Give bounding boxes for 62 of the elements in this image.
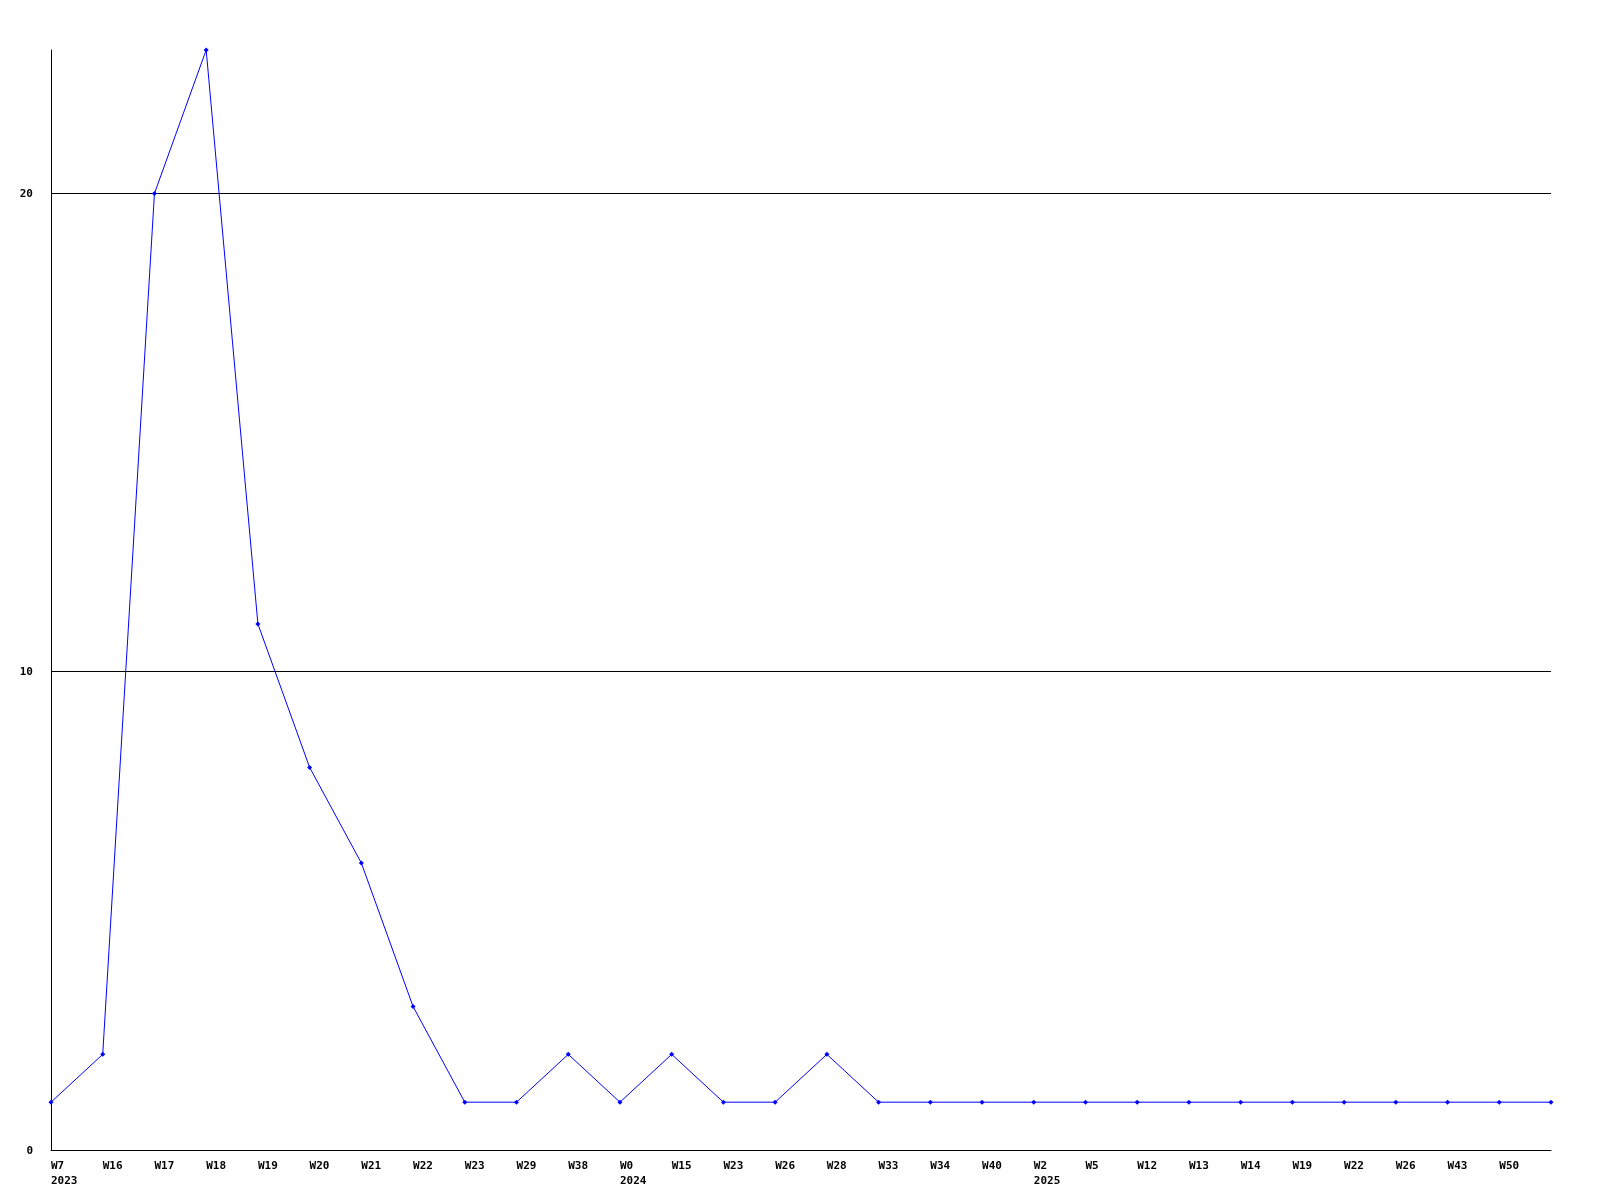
point xyxy=(1289,1099,1295,1105)
point xyxy=(203,47,209,53)
point xyxy=(1031,1099,1037,1105)
point xyxy=(1393,1099,1399,1105)
point xyxy=(617,1099,623,1105)
point xyxy=(1496,1099,1502,1105)
x-tick-label: W19 xyxy=(1292,1159,1313,1172)
x-tick-label: W18 xyxy=(206,1159,227,1172)
x-tick-label: W22 xyxy=(1344,1159,1364,1172)
point xyxy=(307,764,313,770)
x-tick-label: W16 xyxy=(102,1159,123,1172)
x-tick-label: W0 2024 xyxy=(619,1159,647,1187)
point xyxy=(772,1099,778,1105)
point xyxy=(48,1099,54,1105)
x-tick-label: W34 xyxy=(930,1159,951,1172)
point xyxy=(100,1051,106,1057)
x-tick-label: W26 xyxy=(1395,1159,1417,1172)
x-tick-label: W5 xyxy=(1085,1159,1099,1172)
point xyxy=(1186,1099,1192,1105)
x-tick-label: W43 xyxy=(1447,1159,1468,1172)
point xyxy=(824,1051,830,1057)
point xyxy=(720,1099,726,1105)
x-tick-label: W22 xyxy=(413,1159,433,1172)
x-tick-label: W26 xyxy=(775,1159,796,1172)
point xyxy=(151,190,157,196)
point xyxy=(1134,1099,1140,1105)
x-tick-label: W33 xyxy=(878,1159,899,1172)
point xyxy=(669,1051,675,1057)
x-tick-label: W12 xyxy=(1137,1159,1158,1172)
y-tick-label: 10 xyxy=(19,665,33,679)
x-tick-label: W15 xyxy=(671,1159,692,1172)
point xyxy=(1082,1099,1088,1105)
x-tick-label: W21 xyxy=(361,1159,382,1172)
point xyxy=(410,1004,416,1010)
x-tick-label: W23 xyxy=(464,1159,485,1172)
x-tick-label: W7 2023 xyxy=(51,1159,78,1187)
point xyxy=(462,1099,468,1105)
point xyxy=(979,1099,985,1105)
x-tick-label: W19 xyxy=(257,1159,278,1172)
point xyxy=(255,621,261,627)
point xyxy=(565,1051,571,1057)
point xyxy=(1445,1099,1451,1105)
x-tick-label: W2 2025 xyxy=(1033,1159,1061,1187)
point xyxy=(927,1099,933,1105)
point xyxy=(514,1099,520,1105)
x-tick-label: W17 xyxy=(154,1159,175,1172)
x-tick-label: W50 xyxy=(1499,1159,1520,1172)
x-tick-label: W13 xyxy=(1188,1159,1209,1172)
x-tick-label: W28 xyxy=(826,1159,847,1172)
x-tick-label: W14 xyxy=(1240,1159,1261,1172)
x-tick-label: W20 xyxy=(309,1159,330,1172)
y-tick-label: 0 xyxy=(26,1143,33,1157)
point xyxy=(1548,1099,1554,1105)
x-tick-label: W38 xyxy=(568,1159,589,1172)
point xyxy=(1341,1099,1347,1105)
x-tick-label: W23 xyxy=(723,1159,744,1172)
point xyxy=(358,860,364,866)
point xyxy=(876,1099,882,1105)
x-tick-label: W40 xyxy=(982,1159,1002,1172)
x-tick-label: W29 xyxy=(516,1159,537,1172)
point xyxy=(1238,1099,1244,1105)
y-tick-label: 20 xyxy=(19,186,33,200)
